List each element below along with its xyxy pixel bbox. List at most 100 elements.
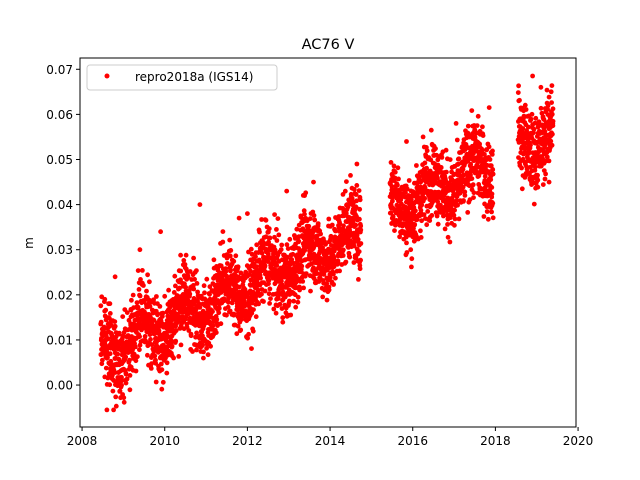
data-point — [112, 370, 118, 375]
data-point — [357, 216, 362, 222]
data-point — [194, 281, 200, 286]
data-point — [444, 169, 449, 175]
data-point — [550, 131, 555, 137]
data-point — [395, 165, 401, 171]
data-point — [447, 239, 453, 245]
data-point — [194, 347, 199, 353]
y-tick-label: 0.07 — [46, 63, 73, 77]
data-point — [337, 221, 343, 227]
data-point — [303, 271, 309, 276]
data-point — [351, 187, 357, 192]
data-point — [191, 255, 197, 261]
data-point — [191, 286, 197, 292]
data-point — [406, 178, 412, 183]
data-point — [185, 275, 191, 280]
data-point — [324, 297, 330, 303]
data-point — [416, 190, 422, 196]
data-point — [320, 245, 325, 251]
data-point — [311, 244, 317, 250]
data-point — [454, 137, 460, 143]
data-point — [356, 277, 361, 282]
data-point — [271, 306, 277, 312]
data-point — [462, 189, 468, 195]
data-point — [409, 256, 415, 262]
x-tick-label: 2020 — [563, 434, 594, 448]
data-point — [318, 231, 323, 237]
data-point — [356, 249, 362, 255]
data-point — [113, 403, 119, 409]
data-point — [409, 264, 414, 270]
data-point — [461, 198, 466, 203]
data-point — [295, 294, 301, 300]
data-point — [549, 100, 554, 105]
data-point — [443, 147, 449, 153]
data-point — [392, 169, 398, 175]
data-point — [98, 319, 104, 325]
data-point — [438, 165, 444, 170]
data-point — [98, 303, 104, 309]
data-point — [227, 237, 233, 243]
data-point — [221, 296, 227, 302]
data-point — [152, 353, 158, 359]
data-point — [489, 152, 495, 157]
data-point — [278, 247, 284, 253]
data-point — [544, 87, 550, 93]
data-point — [153, 379, 159, 385]
data-point — [273, 310, 279, 316]
legend-box — [86, 64, 278, 91]
data-point — [390, 198, 395, 204]
data-point — [404, 240, 409, 246]
data-point — [166, 287, 172, 293]
data-point — [107, 301, 113, 307]
data-point — [172, 273, 178, 279]
data-point — [266, 291, 272, 297]
data-point — [235, 264, 241, 270]
data-point — [245, 335, 251, 341]
data-point — [465, 123, 471, 129]
data-point — [160, 379, 166, 385]
data-point — [358, 223, 364, 229]
data-point — [323, 241, 328, 247]
data-point — [419, 218, 424, 224]
data-point — [389, 184, 395, 189]
data-point — [445, 222, 450, 227]
data-point — [231, 258, 237, 264]
data-point — [121, 399, 127, 405]
data-point — [257, 229, 262, 235]
data-point — [249, 346, 254, 351]
data-point — [149, 342, 155, 348]
data-point — [452, 216, 458, 222]
data-point — [485, 216, 491, 222]
data-point — [469, 108, 475, 113]
data-point — [145, 272, 151, 278]
data-point — [196, 301, 202, 307]
data-point — [433, 146, 438, 152]
data-point — [133, 368, 139, 374]
data-point — [333, 228, 338, 234]
data-point — [486, 144, 492, 150]
data-point — [110, 388, 116, 394]
data-point — [141, 283, 146, 288]
data-point — [533, 115, 539, 121]
data-point — [404, 250, 410, 255]
data-point — [214, 317, 220, 322]
data-point — [515, 90, 521, 95]
x-tick-label: 2016 — [397, 434, 428, 448]
data-point — [210, 323, 216, 328]
data-point — [148, 337, 153, 342]
data-point — [460, 184, 466, 190]
data-point — [258, 275, 263, 281]
data-point — [303, 190, 309, 196]
data-point — [148, 366, 154, 371]
data-point — [489, 185, 495, 190]
data-point — [397, 234, 402, 240]
y-tick-label: 0.01 — [46, 333, 73, 347]
data-point — [519, 186, 525, 192]
data-point — [404, 186, 410, 192]
data-point — [130, 292, 136, 298]
data-point — [538, 84, 544, 90]
data-point — [549, 111, 555, 117]
data-point — [164, 360, 170, 366]
data-point — [525, 124, 531, 130]
